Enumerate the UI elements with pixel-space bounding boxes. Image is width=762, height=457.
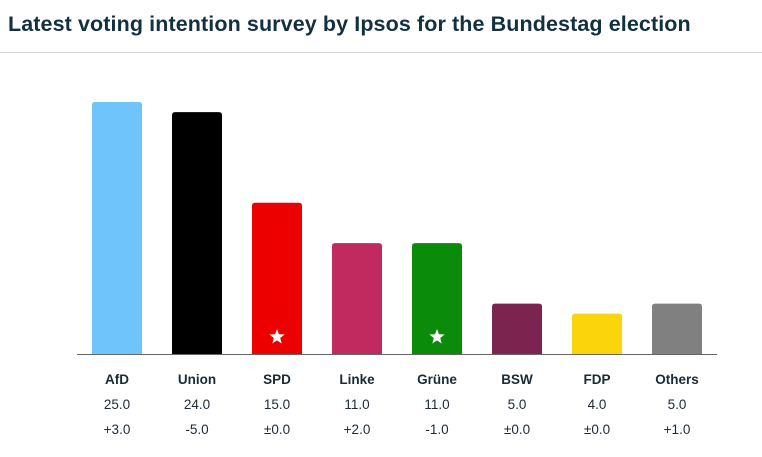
change-label: ±0.0 — [584, 422, 610, 437]
chart-title: Latest voting intention survey by Ipsos … — [8, 12, 691, 36]
value-label: 5.0 — [508, 397, 527, 412]
category-label: FDP — [584, 372, 611, 387]
category-label: BSW — [501, 372, 533, 387]
value-label: 5.0 — [668, 397, 687, 412]
category-label: Linke — [339, 372, 375, 387]
value-label: 25.0 — [104, 397, 130, 412]
value-label: 24.0 — [184, 397, 210, 412]
bar — [332, 243, 382, 354]
bar — [92, 102, 142, 354]
category-label: Others — [655, 372, 699, 387]
bar — [252, 202, 302, 354]
change-label: +2.0 — [344, 422, 371, 437]
category-label: SPD — [263, 372, 291, 387]
category-label: AfD — [105, 372, 129, 387]
value-label: 4.0 — [588, 397, 607, 412]
change-label: +1.0 — [664, 422, 691, 437]
change-label: ±0.0 — [264, 422, 290, 437]
change-label: -5.0 — [185, 422, 208, 437]
value-label: 11.0 — [344, 397, 369, 412]
value-label: 11.0 — [424, 397, 449, 412]
title-divider — [0, 52, 762, 53]
category-label: Grüne — [417, 372, 457, 387]
change-label: +3.0 — [104, 422, 131, 437]
bar — [652, 303, 702, 354]
bar — [412, 243, 462, 354]
bar — [572, 313, 622, 354]
category-label: Union — [178, 372, 216, 387]
star-icon — [429, 329, 445, 344]
value-label: 15.0 — [264, 397, 290, 412]
bar — [492, 303, 542, 354]
bar — [172, 112, 222, 354]
change-label: -1.0 — [425, 422, 448, 437]
change-label: ±0.0 — [504, 422, 530, 437]
star-icon — [269, 329, 285, 344]
